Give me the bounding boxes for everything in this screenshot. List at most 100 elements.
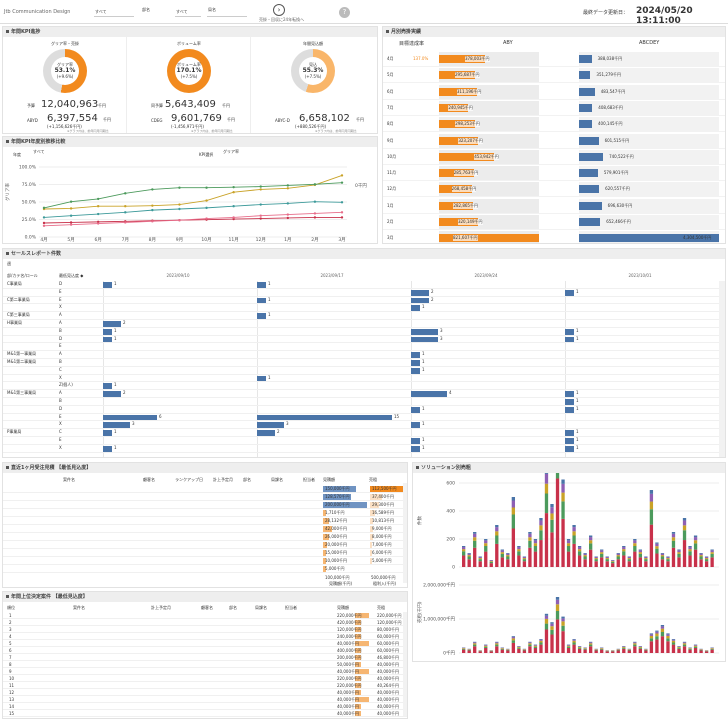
- sol-bot-bar[interactable]: [666, 633, 670, 635]
- sol-bot-bar[interactable]: [550, 622, 554, 624]
- sol-top-bar[interactable]: [627, 557, 631, 559]
- sol-top-bar[interactable]: [467, 553, 471, 554]
- sol-top-bar[interactable]: [489, 561, 493, 564]
- sol-top-bar[interactable]: [550, 532, 554, 567]
- sol-top-bar[interactable]: [544, 513, 549, 567]
- sol-top-bar[interactable]: [699, 553, 703, 554]
- sol-top-bar[interactable]: [611, 561, 615, 562]
- abcdey-bar[interactable]: [579, 185, 600, 194]
- sol-top-bar[interactable]: [500, 550, 504, 553]
- sales-bar[interactable]: [103, 414, 157, 421]
- sol-bot-bar[interactable]: [627, 650, 631, 653]
- col-min-prob[interactable]: 最低見込度 ◆: [59, 273, 84, 278]
- sol-top-bar[interactable]: [544, 483, 549, 494]
- sol-top-bar[interactable]: [622, 555, 626, 567]
- sol-top-bar[interactable]: [495, 543, 499, 567]
- trend-point[interactable]: [205, 217, 208, 220]
- sol-top-bar[interactable]: [478, 556, 482, 558]
- sales-bar[interactable]: [411, 391, 447, 397]
- sales-bar[interactable]: [565, 406, 574, 413]
- sol-bot-bar[interactable]: [511, 642, 516, 653]
- sol-top-bar[interactable]: [572, 535, 576, 544]
- abcdey-bar[interactable]: [579, 136, 599, 145]
- sol-top-bar[interactable]: [511, 500, 516, 508]
- sol-bot-bar[interactable]: [533, 646, 538, 648]
- sol-top-bar[interactable]: [655, 542, 659, 544]
- sol-top-bar[interactable]: [699, 559, 703, 567]
- sol-bot-bar[interactable]: [478, 651, 482, 653]
- sol-bot-bar[interactable]: [633, 641, 637, 643]
- trend-point[interactable]: [42, 216, 46, 219]
- sol-top-bar[interactable]: [533, 540, 538, 544]
- sol-top-bar[interactable]: [539, 530, 543, 541]
- sol-top-bar[interactable]: [649, 509, 654, 525]
- sol-top-bar[interactable]: [511, 528, 516, 568]
- sol-bot-bar[interactable]: [528, 642, 532, 644]
- forecast-row[interactable]: [3, 493, 407, 501]
- sales-bar[interactable]: [103, 321, 121, 327]
- sol-top-bar[interactable]: [517, 546, 521, 548]
- sol-top-bar[interactable]: [589, 549, 593, 567]
- trend-point[interactable]: [124, 211, 127, 214]
- sol-top-bar[interactable]: [539, 520, 543, 526]
- sol-top-bar[interactable]: [506, 553, 510, 556]
- sol-bot-bar[interactable]: [594, 650, 598, 653]
- sol-top-bar[interactable]: [583, 559, 587, 567]
- sol-bot-bar[interactable]: [561, 616, 565, 619]
- sol-top-bar[interactable]: [594, 561, 598, 567]
- sol-top-bar[interactable]: [616, 553, 620, 554]
- sol-top-bar[interactable]: [522, 558, 527, 560]
- sol-top-bar[interactable]: [677, 552, 681, 554]
- sol-top-bar[interactable]: [666, 559, 670, 562]
- sol-top-bar[interactable]: [622, 546, 626, 548]
- trend-point[interactable]: [178, 186, 181, 189]
- sol-bot-bar[interactable]: [671, 640, 676, 643]
- trend-point[interactable]: [178, 207, 181, 211]
- trend-point[interactable]: [340, 201, 344, 204]
- sol-top-bar[interactable]: [622, 551, 626, 556]
- trend-point[interactable]: [151, 220, 154, 223]
- sol-bot-bar[interactable]: [511, 637, 516, 639]
- aby-bar[interactable]: [439, 234, 539, 243]
- sol-top-bar[interactable]: [649, 501, 654, 510]
- sol-top-bar[interactable]: [616, 559, 620, 567]
- sol-top-bar[interactable]: [638, 550, 643, 553]
- sol-top-bar[interactable]: [577, 547, 582, 550]
- sol-bot-bar[interactable]: [616, 649, 620, 651]
- sol-top-bar[interactable]: [484, 543, 488, 546]
- topdeals-row[interactable]: [3, 640, 407, 647]
- trend-point[interactable]: [232, 185, 235, 189]
- sol-top-bar[interactable]: [655, 543, 659, 547]
- abcdey-bar[interactable]: [579, 55, 592, 63]
- sol-top-bar[interactable]: [555, 473, 560, 479]
- trend-point[interactable]: [69, 223, 73, 226]
- sol-top-bar[interactable]: [600, 557, 604, 567]
- sol-bot-bar[interactable]: [693, 645, 698, 647]
- sol-top-bar[interactable]: [605, 556, 609, 558]
- sol-top-bar[interactable]: [649, 493, 654, 502]
- sol-bot-bar[interactable]: [655, 631, 659, 634]
- sol-bot-bar[interactable]: [710, 648, 714, 649]
- sol-top-bar[interactable]: [473, 540, 477, 548]
- sol-top-bar[interactable]: [589, 537, 593, 541]
- sol-top-bar[interactable]: [506, 556, 510, 560]
- sol-top-bar[interactable]: [605, 557, 609, 559]
- sol-bot-bar[interactable]: [622, 646, 626, 647]
- sol-bot-bar[interactable]: [627, 649, 631, 650]
- sol-bot-bar[interactable]: [677, 647, 681, 649]
- sol-bot-bar[interactable]: [693, 645, 698, 646]
- sol-bot-bar[interactable]: [710, 649, 714, 653]
- trend-point[interactable]: [286, 202, 290, 205]
- sol-top-bar[interactable]: [517, 551, 521, 556]
- sol-top-bar[interactable]: [528, 540, 532, 548]
- trend-point[interactable]: [232, 205, 235, 208]
- sol-bot-bar[interactable]: [561, 631, 565, 653]
- sales-bar[interactable]: [257, 375, 266, 382]
- sol-bot-bar[interactable]: [473, 641, 477, 643]
- sol-top-bar[interactable]: [572, 527, 576, 532]
- sol-bot-bar[interactable]: [644, 649, 648, 651]
- sales-bar[interactable]: [103, 383, 112, 390]
- sol-top-bar[interactable]: [528, 532, 532, 534]
- sol-top-bar[interactable]: [462, 555, 466, 567]
- sol-bot-bar[interactable]: [600, 649, 604, 653]
